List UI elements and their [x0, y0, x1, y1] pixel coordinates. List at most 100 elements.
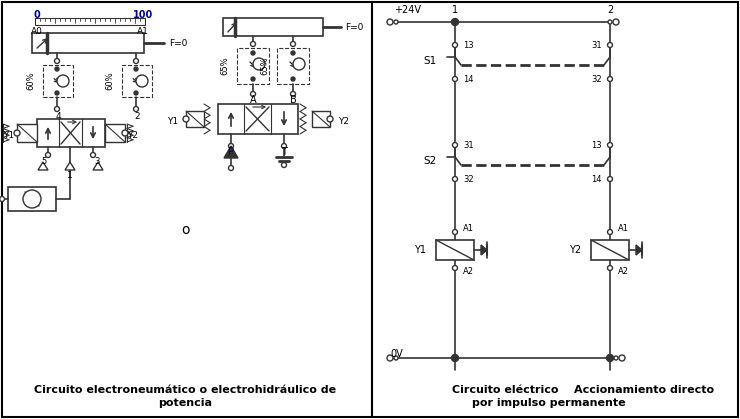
Circle shape	[293, 58, 305, 70]
Text: 4: 4	[56, 111, 61, 121]
Text: potencia: potencia	[158, 398, 212, 408]
Text: 32: 32	[591, 75, 602, 83]
Circle shape	[451, 18, 459, 26]
Circle shape	[291, 77, 295, 81]
Text: 2: 2	[134, 111, 140, 121]
Circle shape	[291, 51, 295, 55]
Circle shape	[55, 67, 59, 71]
Text: 13: 13	[591, 140, 602, 150]
Text: o: o	[181, 223, 189, 237]
Circle shape	[133, 106, 138, 111]
Bar	[186, 111, 204, 127]
Circle shape	[291, 41, 295, 47]
Text: S1: S1	[424, 56, 437, 66]
Circle shape	[608, 176, 613, 181]
Text: 65%: 65%	[220, 57, 229, 75]
Bar	[37, 119, 105, 147]
Circle shape	[613, 19, 619, 25]
Text: 0V: 0V	[390, 349, 403, 359]
Text: por impulso permanente: por impulso permanente	[472, 398, 625, 408]
Text: Circuito electroneumático o electrohidráulico de: Circuito electroneumático o electrohidrá…	[34, 385, 336, 395]
Circle shape	[452, 42, 457, 47]
Text: 31: 31	[463, 140, 474, 150]
Circle shape	[452, 142, 457, 147]
Circle shape	[607, 354, 613, 362]
Text: B: B	[289, 95, 297, 105]
Circle shape	[134, 91, 138, 95]
Circle shape	[57, 75, 69, 87]
Text: A2: A2	[618, 267, 629, 277]
Text: 31: 31	[591, 41, 602, 49]
Text: 1: 1	[452, 5, 458, 15]
Text: Y2: Y2	[338, 116, 349, 126]
Text: T: T	[281, 147, 287, 157]
Bar	[35, 18, 145, 25]
Text: 13: 13	[463, 41, 474, 49]
Bar	[32, 33, 144, 53]
Circle shape	[251, 41, 255, 47]
Circle shape	[394, 20, 398, 24]
Circle shape	[281, 163, 286, 168]
Circle shape	[90, 153, 95, 158]
Circle shape	[55, 106, 59, 111]
Text: 65%: 65%	[260, 57, 269, 75]
Circle shape	[55, 59, 59, 64]
Text: A0: A0	[31, 26, 43, 36]
Circle shape	[0, 197, 4, 202]
Circle shape	[55, 91, 59, 95]
Text: 32: 32	[463, 174, 474, 184]
Circle shape	[281, 143, 286, 148]
Text: 100: 100	[133, 10, 153, 20]
Polygon shape	[38, 162, 48, 170]
Circle shape	[394, 356, 398, 360]
Polygon shape	[481, 245, 487, 255]
Bar	[436, 240, 474, 260]
Circle shape	[133, 59, 138, 64]
Circle shape	[327, 116, 333, 122]
Text: 60%: 60%	[105, 72, 114, 91]
Text: Y1: Y1	[4, 130, 15, 140]
Circle shape	[451, 354, 459, 362]
Circle shape	[608, 20, 612, 24]
Bar	[17, 124, 37, 142]
Text: Y1: Y1	[167, 116, 178, 126]
Circle shape	[14, 130, 20, 136]
Polygon shape	[636, 245, 642, 255]
Text: 14: 14	[591, 174, 602, 184]
Text: Circuito eléctrico    Accionamiento directo: Circuito eléctrico Accionamiento directo	[452, 385, 714, 395]
Bar	[43, 65, 73, 97]
Text: 3: 3	[94, 157, 100, 166]
Circle shape	[134, 67, 138, 71]
Circle shape	[23, 190, 41, 208]
Text: A1: A1	[618, 223, 629, 233]
Circle shape	[608, 230, 613, 235]
Polygon shape	[224, 146, 238, 158]
Text: F=0: F=0	[169, 39, 187, 47]
Circle shape	[387, 355, 393, 361]
Text: A1: A1	[137, 26, 149, 36]
Text: P: P	[228, 147, 234, 157]
Text: Y2: Y2	[127, 130, 138, 140]
Text: F=0: F=0	[345, 23, 363, 31]
Bar	[237, 48, 269, 84]
Text: 0: 0	[33, 10, 41, 20]
Circle shape	[251, 91, 255, 96]
Circle shape	[619, 355, 625, 361]
Circle shape	[608, 77, 613, 82]
Text: A1: A1	[463, 223, 474, 233]
Bar	[218, 104, 298, 134]
Polygon shape	[93, 162, 103, 170]
Bar	[312, 111, 330, 127]
Text: A: A	[249, 95, 256, 105]
Circle shape	[253, 58, 265, 70]
Text: 5: 5	[41, 157, 47, 166]
Text: +24V: +24V	[394, 5, 421, 15]
Circle shape	[452, 77, 457, 82]
Circle shape	[608, 142, 613, 147]
Text: S2: S2	[424, 156, 437, 166]
Circle shape	[452, 230, 457, 235]
Text: A2: A2	[463, 267, 474, 277]
Bar	[591, 240, 629, 260]
Circle shape	[614, 356, 618, 360]
Circle shape	[229, 166, 234, 171]
